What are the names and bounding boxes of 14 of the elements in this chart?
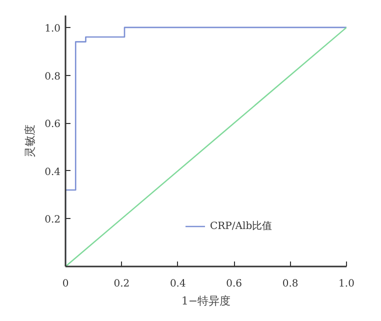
x-tick-label: 0.8 [282,278,298,290]
x-axis-title: 1−特异度 [181,294,231,308]
y-tick-label: 0.4 [44,166,61,178]
x-tick-label: 0 [62,278,69,290]
y-tick-label: 1.0 [44,23,61,34]
y-tick-label: 0.8 [44,71,61,82]
y-tick-label: 0.6 [44,119,61,130]
y-axis-title: 灵敏度 [24,124,37,158]
legend-label: CRP/Alb比值 [210,220,272,233]
x-tick-label: 0.6 [226,278,242,290]
x-tick-label: 0.2 [114,278,130,290]
x-tick-label: 0.4 [170,278,186,290]
y-tick-label: 0.2 [44,214,61,226]
x-tick-label: 1.0 [338,278,354,290]
